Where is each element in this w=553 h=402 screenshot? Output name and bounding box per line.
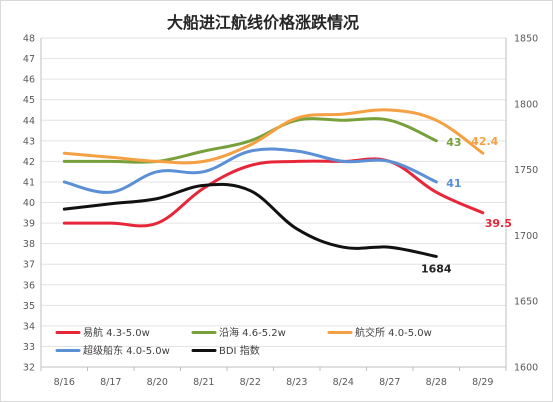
x-tick-label: 8/27 [379,377,400,388]
x-tick-label: 8/23 [286,377,307,388]
y-left-tick-label: 47 [23,54,35,65]
x-tick-label: 8/16 [54,377,75,388]
y-left-tick-label: 48 [23,34,35,45]
chart-title: 大船进江航线价格涨跌情况 [167,13,359,32]
x-tick-label: 8/20 [147,377,168,388]
y-right-tick-label: 1750 [514,165,538,176]
y-right-tick-label: 1850 [514,34,538,45]
x-tick-label: 8/17 [100,377,121,388]
y-left-tick-label: 32 [23,363,35,374]
series-line [62,182,438,258]
y-left-tick-label: 44 [23,116,35,127]
data-label: 43 [446,136,461,149]
data-label: 1684 [421,262,452,275]
data-label: 41 [446,177,461,190]
series-line [62,108,485,165]
y-left-tick-label: 45 [23,95,35,106]
y-left-tick-label: 40 [23,198,35,209]
y-right-tick-label: 1600 [514,363,538,374]
series-line [62,147,438,194]
legend-label: 沿海 4.6-5.2w [219,326,286,339]
y-left-tick-label: 43 [23,136,35,147]
data-label: 42.4 [471,135,498,148]
y-left-tick-label: 35 [23,301,35,312]
y-left-tick-label: 33 [23,342,35,353]
y-right-tick-label: 1650 [514,297,538,308]
legend-label: 航交所 4.0-5.0w [355,326,432,339]
x-tick-label: 8/21 [193,377,214,388]
x-tick-label: 8/29 [472,377,493,388]
y-left-tick-label: 46 [23,75,35,86]
y-left-tick-label: 41 [23,177,35,188]
x-tick-label: 8/28 [426,377,447,388]
legend-label: 超级船东 4.0-5.0w [83,344,170,357]
data-label: 39.5 [485,217,512,230]
series-line [62,117,438,164]
y-left-tick-label: 42 [23,157,35,168]
y-right-tick-label: 1800 [514,99,538,110]
y-left-tick-label: 36 [23,280,35,291]
x-tick-label: 8/22 [240,377,261,388]
y-left-tick-label: 34 [23,321,35,332]
y-left-tick-label: 38 [23,239,35,250]
legend-label: 易航 4.3-5.0w [83,326,150,339]
y-left-tick-label: 37 [23,260,35,271]
series-line [62,157,485,228]
y-right-tick-label: 1700 [514,231,538,242]
x-tick-label: 8/24 [333,377,354,388]
legend-label: BDI 指数 [219,344,260,357]
y-left-tick-label: 39 [23,219,35,230]
